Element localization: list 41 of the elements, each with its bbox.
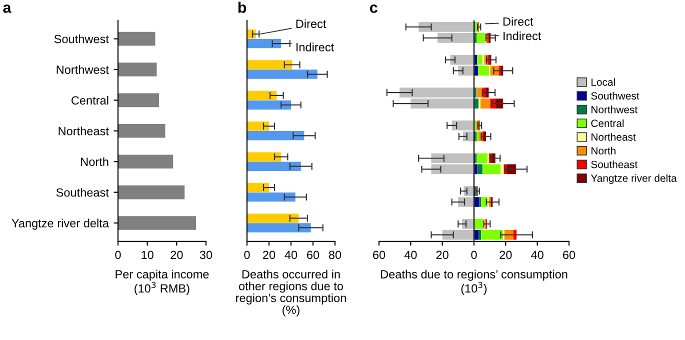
- y-tick-label: Northwest: [56, 65, 109, 74]
- y-tick-label: Southeast: [56, 188, 109, 197]
- legend-label: Northwest: [592, 106, 638, 114]
- legend-label: Southwest: [591, 92, 640, 100]
- x-tick-label: 80: [328, 250, 342, 260]
- x-tick-label: 0: [244, 250, 250, 260]
- y-tick-label: Yangtze river delta: [12, 218, 109, 230]
- x-axis-title: Per capita income (10$^{3}$ RMB): [116, 270, 209, 295]
- annotation: Indirect: [504, 31, 542, 40]
- x-tick-label: 20: [436, 250, 448, 260]
- annotation: Direct: [503, 17, 534, 26]
- chart-title: b: [238, 2, 246, 13]
- y-tick-label: North: [81, 157, 108, 166]
- x-tick-label: 40: [404, 250, 417, 260]
- legend-label: Yangtze river delta: [590, 174, 677, 184]
- y-tick-label: Southwest: [54, 34, 109, 44]
- x-tick-label: 0: [115, 250, 121, 260]
- legend-label: Local: [592, 78, 615, 86]
- legend-label: Central: [591, 119, 624, 128]
- legend-label: Northeast: [592, 133, 636, 141]
- legend-label: North: [592, 146, 616, 154]
- x-tick-label: 20: [500, 250, 512, 260]
- x-tick-label: 10: [142, 250, 154, 260]
- x-axis-title: Deaths due to regions’ consumption (10$^{3}$): [381, 270, 568, 295]
- y-tick-label: Central: [72, 96, 108, 105]
- x-tick-label: 0: [471, 250, 477, 260]
- y-tick-label: Northeast: [58, 126, 109, 136]
- text: Direct: [296, 19, 326, 28]
- chart-title: c: [370, 4, 378, 13]
- x-tick-label: 40: [531, 250, 544, 260]
- x-tick-label: 30: [200, 250, 212, 260]
- x-tick-label: 60: [373, 250, 386, 260]
- legend-label: Southeast: [591, 160, 638, 168]
- x-tick-label: 60: [563, 250, 576, 260]
- chart-title: a: [3, 4, 12, 13]
- x-tick-label: 40: [284, 250, 298, 260]
- x-tick-label: 20: [263, 250, 276, 260]
- series-label: Indirect: [296, 42, 334, 52]
- x-tick-label: 60: [307, 250, 320, 260]
- x-tick-label: 20: [170, 250, 183, 260]
- x-axis-title: Deaths occurred in other regions due to region’s consumption (%): [236, 270, 346, 316]
